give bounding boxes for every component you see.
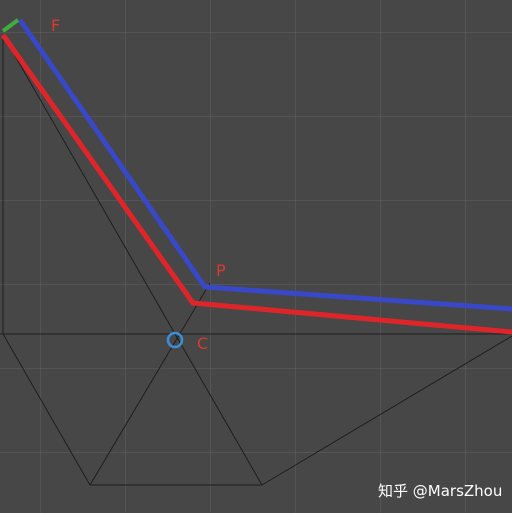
label-f: F: [51, 16, 60, 35]
blue-path: [17, 18, 512, 312]
green-segment: [1, 18, 20, 33]
watermark: 知乎 @MarsZhou: [378, 482, 502, 500]
wireframe: [0, 34, 512, 486]
label-c: C: [197, 334, 208, 353]
pivot-circle: [166, 331, 184, 349]
red-path: [0, 33, 512, 335]
label-p: P: [216, 261, 226, 280]
